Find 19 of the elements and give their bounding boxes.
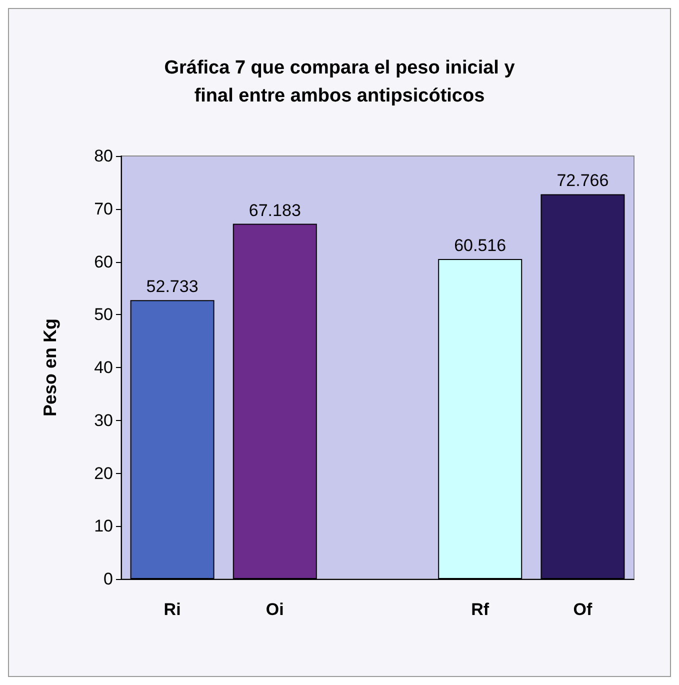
y-axis-title: Peso en Kg — [40, 318, 60, 417]
data-label: 72.766 — [556, 171, 609, 190]
y-tick-label: 40 — [94, 358, 113, 377]
y-tick-label: 10 — [94, 516, 113, 536]
x-tick-label: Rf — [471, 600, 490, 619]
y-tick-label: 80 — [94, 146, 113, 166]
y-tick-label: 60 — [94, 252, 113, 272]
y-tick-label: 70 — [94, 199, 113, 218]
y-tick-label: 20 — [94, 464, 113, 483]
y-tick-label: 0 — [104, 570, 113, 588]
data-label: 67.183 — [248, 200, 301, 220]
x-tick-label: Of — [573, 600, 592, 619]
x-tick-label: Ri — [164, 600, 181, 619]
y-tick-label: 30 — [94, 410, 113, 430]
y-tick-label: 50 — [94, 305, 113, 324]
data-label: 52.733 — [146, 277, 198, 296]
x-tick-label: Oi — [266, 600, 284, 619]
chart-title: Gráfica 7 que compara el peso inicial y final entre ambos antipsicóticos — [164, 58, 516, 106]
data-label: 60.516 — [454, 236, 506, 256]
